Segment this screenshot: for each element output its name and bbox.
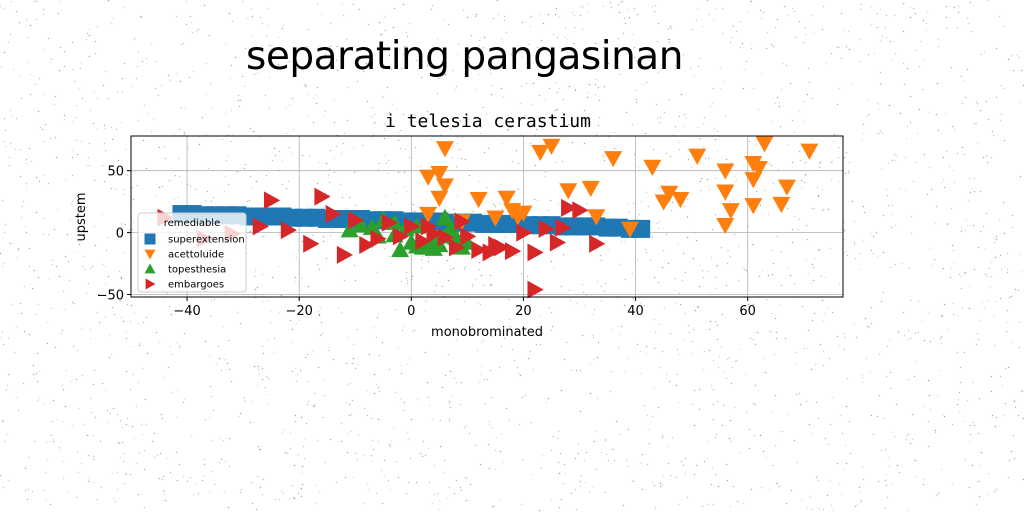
data-point <box>514 205 533 222</box>
data-point <box>716 163 735 180</box>
data-point <box>460 227 477 246</box>
data-point <box>716 184 735 201</box>
data-point <box>469 191 488 209</box>
series-acettoluide <box>419 136 819 238</box>
data-point <box>572 201 589 220</box>
x-tick-label: 0 <box>407 304 415 319</box>
plot-marks <box>157 136 819 299</box>
data-point <box>744 198 763 215</box>
plot-frame <box>130 135 844 298</box>
data-point <box>303 234 320 253</box>
data-point <box>755 136 774 153</box>
legend-entry: acettoluide <box>168 250 224 261</box>
data-point <box>392 227 410 246</box>
data-point <box>325 205 342 224</box>
data-point <box>437 228 454 247</box>
data-point <box>777 179 796 196</box>
data-point <box>424 239 443 256</box>
data-point <box>542 138 561 155</box>
data-point <box>538 219 555 238</box>
x-tick-label: 20 <box>515 304 532 319</box>
data-point <box>561 198 578 217</box>
y-tick-label: 50 <box>107 165 124 180</box>
y-tick-label: 0 <box>116 227 124 242</box>
data-point <box>359 235 376 254</box>
data-point <box>555 218 572 237</box>
chart-title: i telesia cerastium <box>385 111 591 132</box>
legend-marker <box>144 263 156 274</box>
data-point <box>531 144 550 162</box>
data-point <box>716 217 735 235</box>
data-point <box>549 233 567 252</box>
legend-entry: embargoes <box>168 280 224 291</box>
x-tick-label: −20 <box>285 304 312 319</box>
data-point <box>340 221 359 238</box>
data-point <box>772 196 791 214</box>
x-axis-ticks: −40 −20 0 20 40 60 <box>173 297 756 319</box>
data-point <box>381 213 398 232</box>
data-point <box>643 159 662 176</box>
legend-marker <box>145 278 156 290</box>
data-point <box>370 229 387 248</box>
data-point <box>252 217 269 236</box>
data-point <box>589 234 606 253</box>
x-tick-label: 60 <box>739 304 756 319</box>
data-point <box>454 212 471 231</box>
data-point <box>744 172 763 189</box>
legend-marker <box>144 233 156 245</box>
data-point <box>435 178 454 195</box>
data-point <box>749 161 768 178</box>
data-point <box>404 217 421 236</box>
data-point <box>336 245 354 264</box>
data-point <box>471 240 488 259</box>
legend-entry: superextension <box>168 235 245 246</box>
data-point <box>488 235 505 254</box>
data-point <box>516 223 533 242</box>
data-point <box>581 180 600 198</box>
data-point <box>527 243 544 262</box>
data-point <box>430 190 449 207</box>
data-point <box>486 210 505 227</box>
data-point <box>660 185 679 202</box>
legend-entry: topesthesia <box>168 265 226 276</box>
data-point <box>435 208 454 225</box>
data-point <box>415 232 432 251</box>
data-point <box>688 148 707 165</box>
y-tick-label: −50 <box>97 289 124 304</box>
legend-marker <box>144 249 156 260</box>
x-axis-label: monobrominated <box>431 325 543 340</box>
data-point <box>800 143 819 160</box>
data-point <box>721 203 740 220</box>
data-point <box>448 238 466 257</box>
y-axis-label: upstem <box>74 192 89 241</box>
y-axis-ticks: −50 0 50 <box>97 165 131 304</box>
data-point <box>604 151 623 168</box>
data-point <box>497 190 516 207</box>
legend-title: remediable <box>164 218 220 229</box>
x-tick-label: 40 <box>627 304 644 319</box>
figure-title: separating pangasinan <box>246 34 683 79</box>
data-point <box>263 191 281 210</box>
data-point <box>587 209 606 226</box>
data-point <box>419 169 438 186</box>
data-point <box>559 183 578 200</box>
data-point <box>430 165 449 183</box>
data-point <box>505 242 522 261</box>
data-point <box>351 216 370 233</box>
legend-box <box>137 212 247 293</box>
data-point <box>314 187 331 206</box>
data-point <box>280 221 297 240</box>
data-point <box>671 191 690 209</box>
data-point <box>420 217 438 236</box>
data-point <box>391 240 410 258</box>
legend: remediable superextension acettoluide topes… <box>137 212 247 293</box>
data-point <box>348 211 365 230</box>
data-point <box>435 141 454 158</box>
data-point <box>620 221 639 238</box>
data-point <box>527 280 544 299</box>
data-point <box>419 206 438 224</box>
x-tick-label: −40 <box>173 304 200 319</box>
